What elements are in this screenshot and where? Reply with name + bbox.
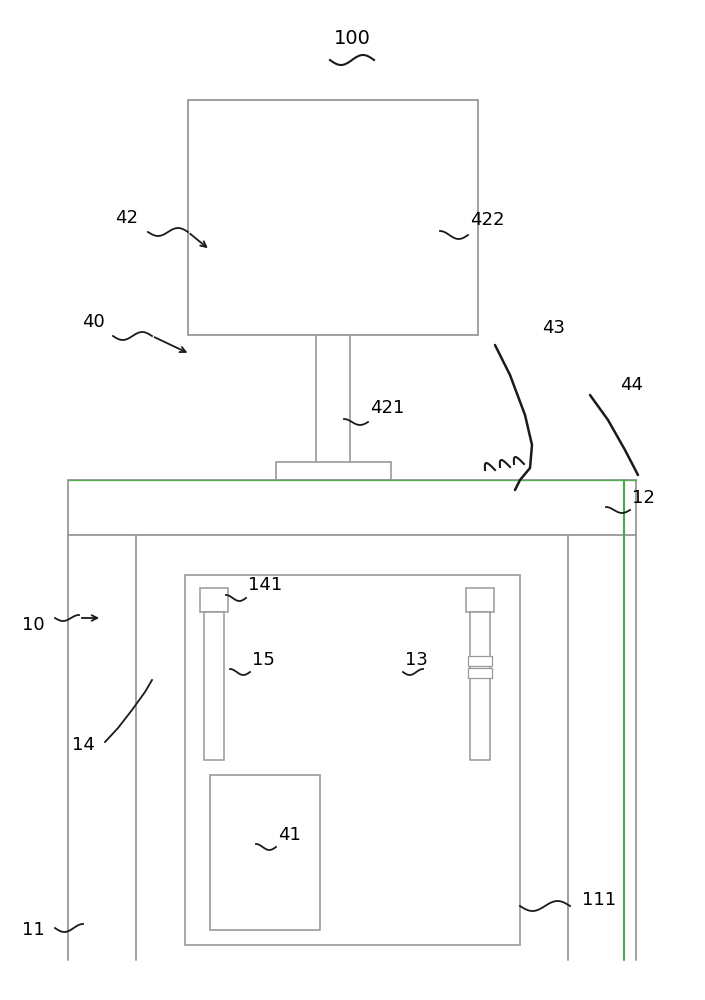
Bar	[468, 656, 492, 666]
Bar	[204, 612, 224, 760]
Bar	[210, 775, 320, 930]
Text: 40: 40	[82, 313, 105, 331]
Text: 422: 422	[470, 211, 505, 229]
Bar	[200, 588, 228, 612]
Text: 13: 13	[405, 651, 428, 669]
Text: 15: 15	[252, 651, 275, 669]
Text: 10: 10	[22, 616, 44, 634]
Bar	[470, 612, 490, 760]
Bar	[276, 462, 391, 480]
Text: 43: 43	[542, 319, 565, 337]
Text: 100: 100	[333, 28, 370, 47]
Bar	[466, 588, 494, 612]
Bar	[468, 668, 492, 678]
Text: 14: 14	[72, 736, 95, 754]
Bar	[188, 100, 478, 335]
Text: 421: 421	[370, 399, 405, 417]
Text: 44: 44	[620, 376, 643, 394]
Text: 41: 41	[278, 826, 301, 844]
Bar	[185, 575, 520, 945]
Text: 12: 12	[632, 489, 655, 507]
Text: 111: 111	[582, 891, 616, 909]
Text: 141: 141	[248, 576, 282, 594]
Bar	[68, 480, 636, 535]
Text: 11: 11	[22, 921, 44, 939]
Text: 42: 42	[115, 209, 138, 227]
